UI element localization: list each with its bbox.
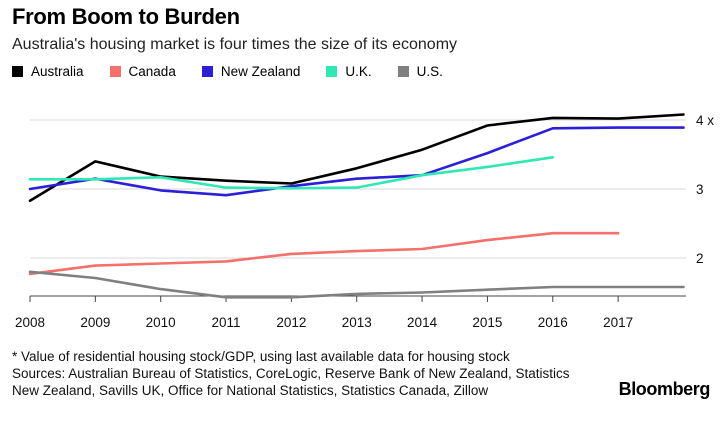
footnotes: * Value of residential housing stock/GDP… <box>12 348 632 399</box>
legend: Australia Canada New Zealand U.K. U.S. <box>12 64 469 79</box>
x-tick-label: 2011 <box>212 315 241 330</box>
legend-swatch-canada <box>109 66 121 77</box>
series-line-new-zealand <box>28 126 685 197</box>
legend-label-us: U.S. <box>416 64 443 79</box>
bloomberg-logo: Bloomberg <box>618 379 711 399</box>
legend-swatch-australia <box>12 66 23 77</box>
legend-label-uk: U.K. <box>345 64 372 79</box>
legend-label-new-zealand: New Zealand <box>220 64 301 79</box>
x-tick-label: 2013 <box>342 315 372 330</box>
legend-swatch-uk <box>326 66 338 77</box>
x-tick-label: 2009 <box>80 315 110 330</box>
legend-item-canada: Canada <box>109 64 176 79</box>
x-tick-label: 2015 <box>472 315 502 330</box>
sources-line-2: New Zealand, Savills UK, Office for Nati… <box>12 383 489 398</box>
x-tick-label: 2017 <box>603 315 633 330</box>
legend-swatch-new-zealand <box>201 66 213 77</box>
legend-item-uk: U.K. <box>326 64 372 79</box>
series-line-australia <box>28 113 685 202</box>
legend-label-canada: Canada <box>128 64 176 79</box>
legend-swatch-us <box>397 66 409 77</box>
x-tick-label: 2014 <box>407 315 438 330</box>
legend-item-australia: Australia <box>12 64 84 79</box>
chart-subtitle: Australia's housing market is four times… <box>12 36 458 53</box>
x-tick-label: 2012 <box>276 315 306 330</box>
footnote-text: * Value of residential housing stock/GDP… <box>12 349 510 364</box>
chart-title: From Boom to Burden <box>12 4 240 29</box>
legend-label-australia: Australia <box>31 64 84 79</box>
legend-item-us: U.S. <box>397 64 443 79</box>
y-tick-label: 2 <box>696 251 704 266</box>
y-tick-label: 4 x <box>696 113 714 128</box>
x-tick-label: 2010 <box>146 315 176 330</box>
series-line-u-k <box>28 156 555 190</box>
x-tick-label: 2008 <box>15 315 45 330</box>
sources-line-1: Sources: Australian Bureau of Statistics… <box>12 366 570 381</box>
series-line-u-s <box>28 270 685 299</box>
x-tick-label: 2016 <box>538 315 568 330</box>
y-tick-label: 3 <box>696 182 704 197</box>
legend-item-new-zealand: New Zealand <box>201 64 301 79</box>
series-line-canada <box>28 231 620 276</box>
